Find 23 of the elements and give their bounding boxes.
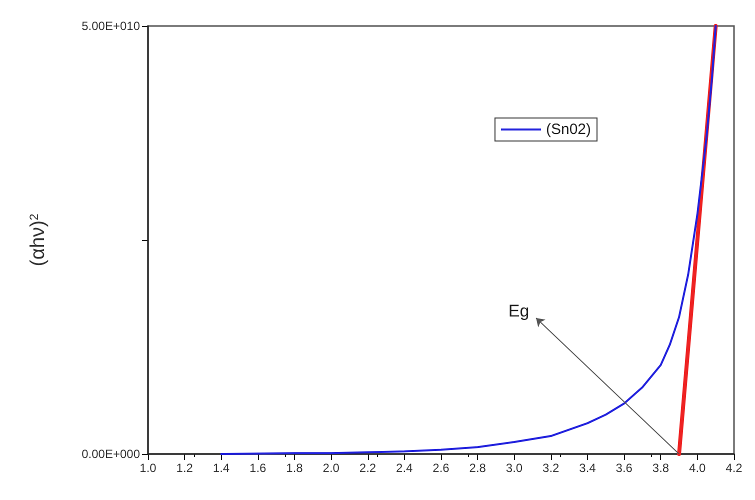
x-tick-label: 2.4 (396, 461, 414, 475)
x-tick-label: 1.4 (212, 461, 230, 475)
y-tick-label: 5.00E+010 (82, 19, 140, 33)
x-tick-label: 1.2 (176, 461, 194, 475)
x-tick-label: 2.2 (359, 461, 376, 475)
y-tick-label: 0.00E+000 (82, 447, 140, 461)
x-tick-label: 2.0 (322, 461, 340, 475)
x-tick-label: 2.6 (432, 461, 450, 475)
y-axis-title: (αhν)2 (27, 213, 49, 266)
x-tick-label: 4.2 (726, 461, 743, 475)
x-tick-label: 1.8 (286, 461, 304, 475)
line-series (220, 25, 717, 455)
x-tick-label: 3.4 (579, 461, 596, 475)
x-tick-label: 2.8 (469, 461, 486, 475)
x-tick-label: 1.6 (250, 461, 267, 475)
legend-label: (Sn02) (546, 121, 592, 138)
x-tick-label: 3.2 (542, 461, 560, 475)
annotation: Eg (508, 302, 530, 321)
x-tick-label: 3.6 (616, 461, 633, 475)
x-tick-label: 1.0 (140, 461, 157, 475)
x-tick-label: 4.0 (689, 461, 706, 475)
x-tick-label: 3.0 (506, 461, 523, 475)
x-tick-label: 3.8 (652, 461, 670, 475)
